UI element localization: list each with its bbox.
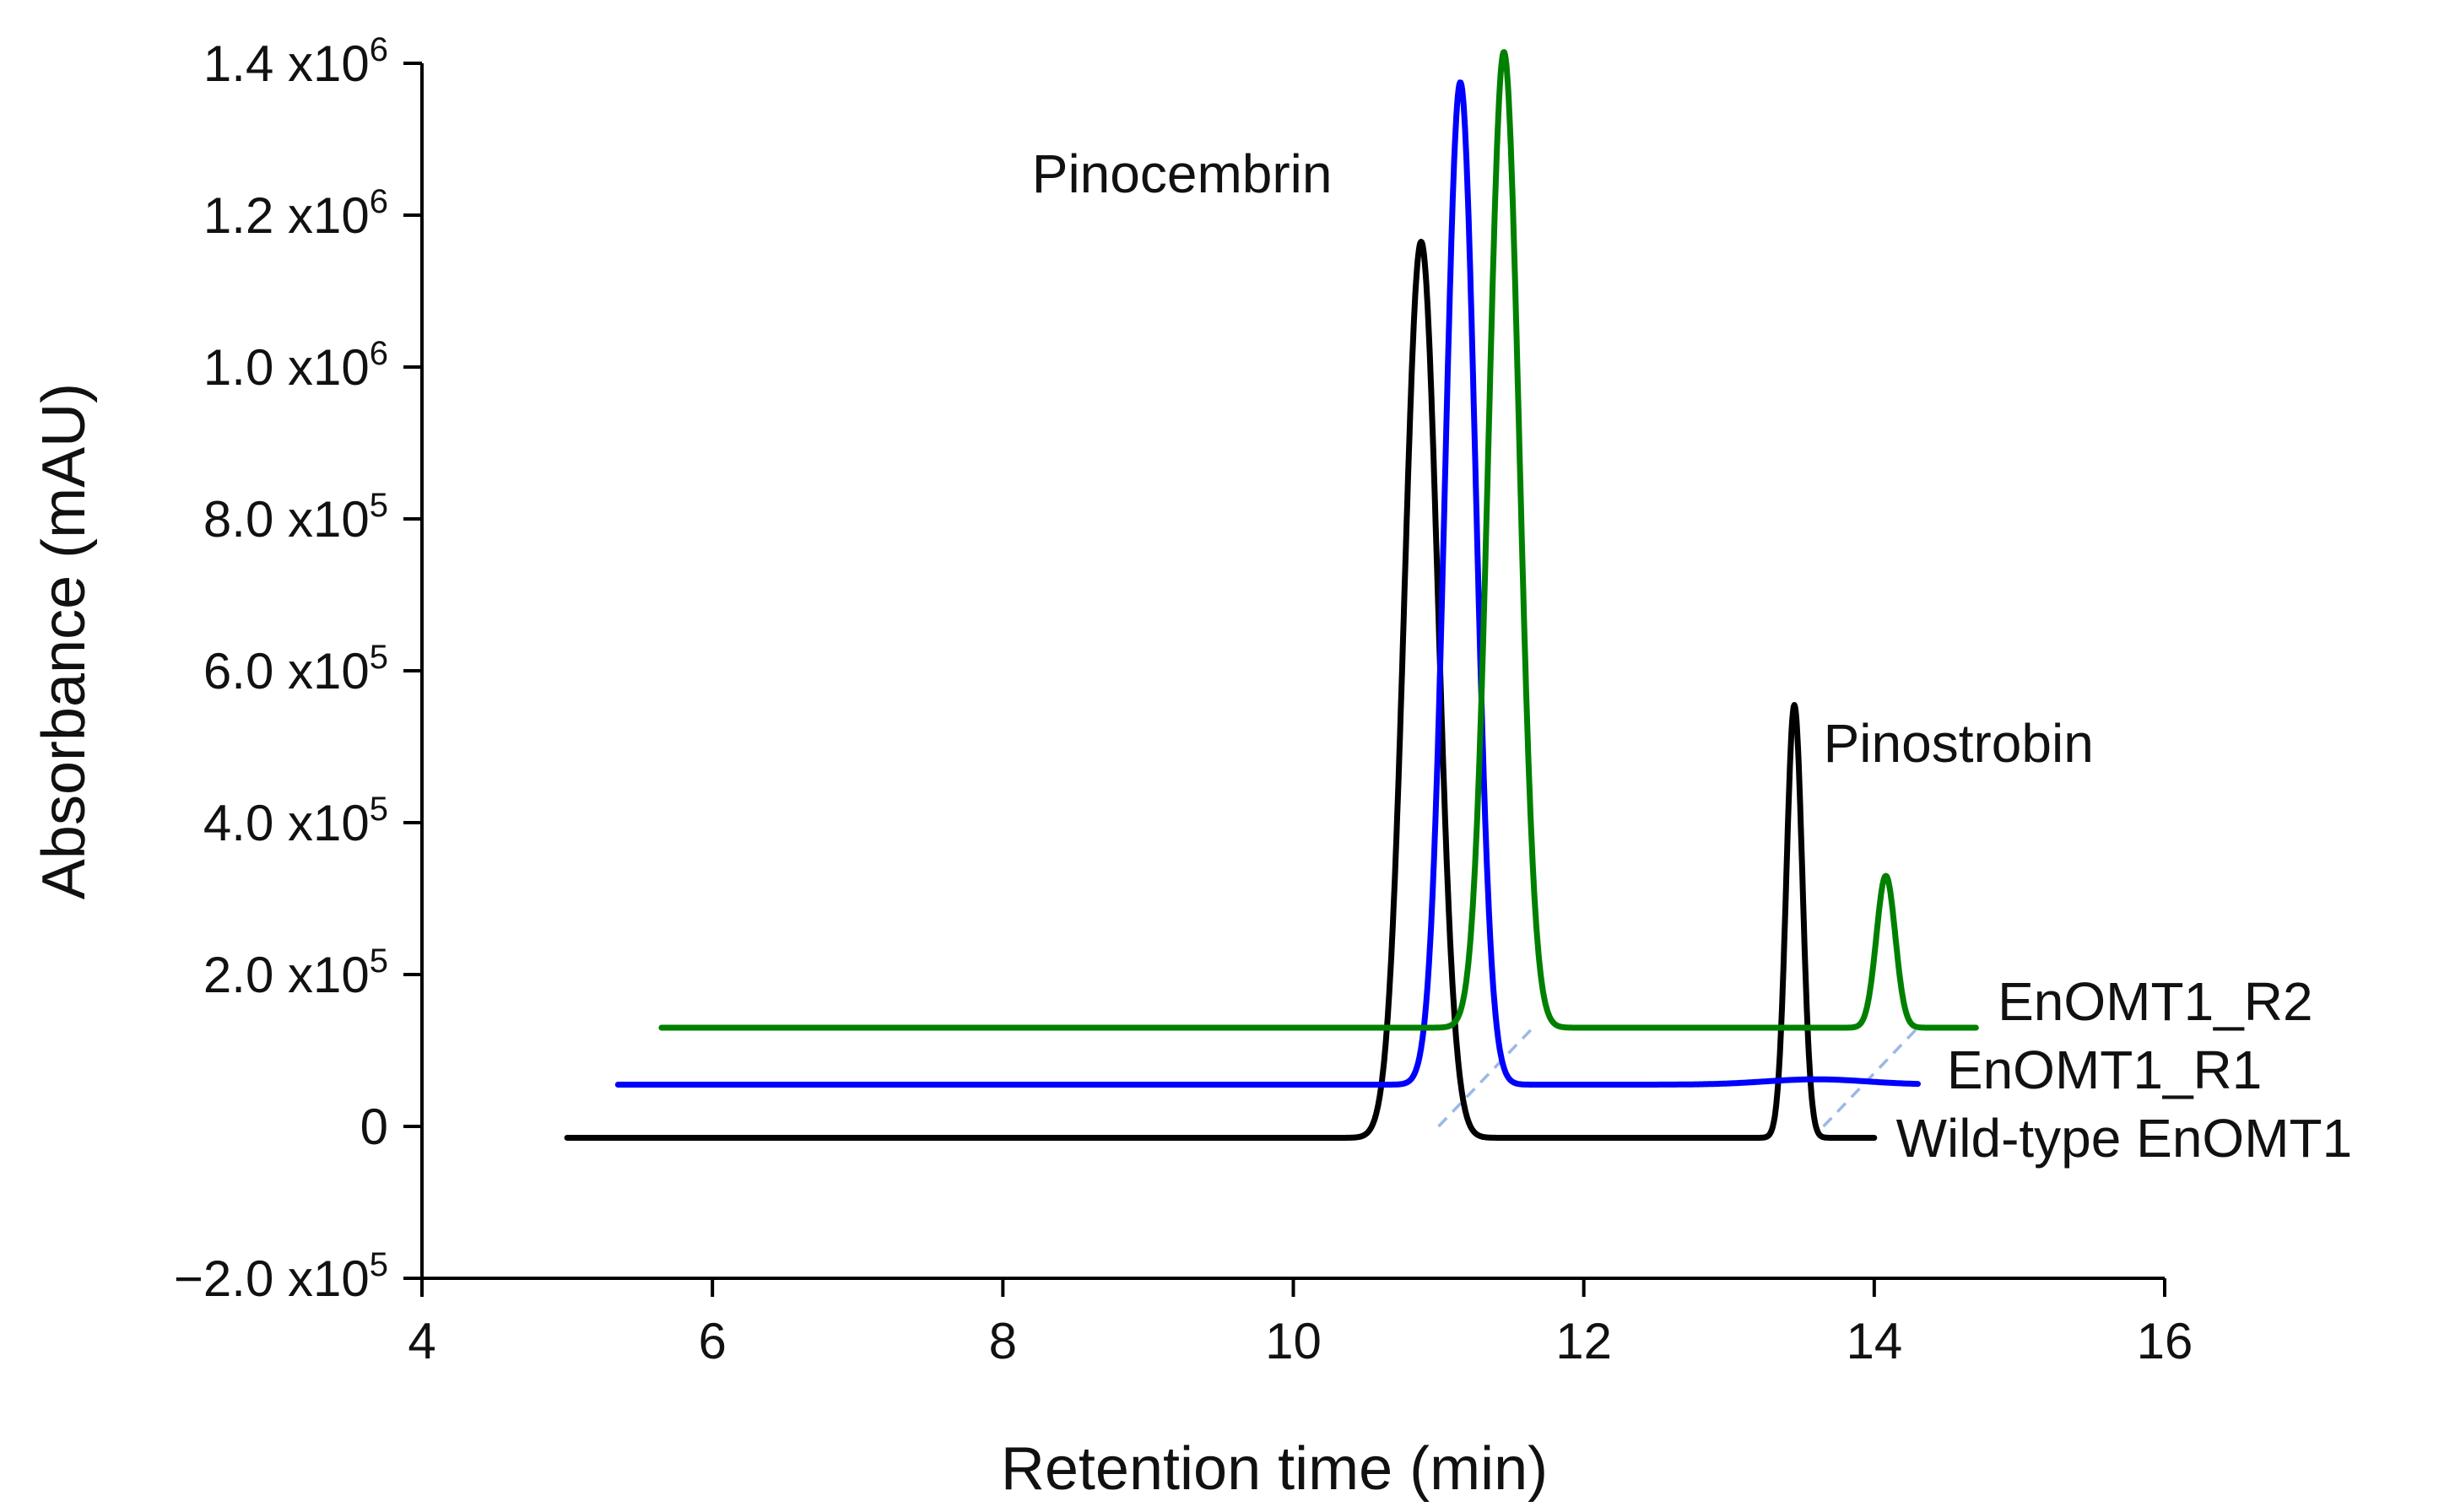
- series-trace: [658, 49, 1979, 1031]
- y-tick-mantissa: 1.2 x10: [203, 187, 370, 244]
- y-tick-exponent: 6: [370, 31, 388, 68]
- y-tick-mantissa: 1.4 x10: [203, 35, 370, 92]
- x-tick-label: 12: [1555, 1313, 1612, 1369]
- y-tick-label: 4.0 x105: [203, 791, 388, 851]
- y-tick-label: 0: [360, 1099, 388, 1155]
- y-tick-exponent: 5: [370, 639, 388, 676]
- y-tick-label: 2.0 x105: [203, 942, 388, 1003]
- series-trace: [614, 79, 1921, 1088]
- y-tick-label: 8.0 x105: [203, 487, 388, 548]
- y-tick-mantissa: 1.0 x10: [203, 339, 370, 396]
- x-tick-label: 10: [1265, 1313, 1322, 1369]
- y-tick-exponent: 6: [370, 183, 388, 220]
- y-tick-exponent: 5: [370, 942, 388, 980]
- y-tick-mantissa: −2.0 x10: [174, 1250, 370, 1307]
- series-label: EnOMT1_R1: [1947, 1040, 2262, 1100]
- y-tick-label: 1.0 x106: [203, 335, 388, 396]
- y-tick-exponent: 5: [370, 1246, 388, 1283]
- x-axis-title: Retention time (min): [1001, 1435, 1548, 1503]
- series-labels: EnOMT1_R2 EnOMT1_R1 Wild-type EnOMT1: [1896, 971, 2353, 1169]
- x-ticks: 4 6 8 10 12 14 16: [408, 1278, 2193, 1369]
- series-label: EnOMT1_R2: [1998, 971, 2312, 1032]
- y-tick-exponent: 5: [370, 791, 388, 828]
- x-tick-label: 14: [1846, 1313, 1902, 1369]
- y-tick-label: 1.2 x106: [203, 183, 388, 244]
- y-tick-mantissa: 0: [360, 1099, 388, 1155]
- guide-lines: [1437, 1026, 1919, 1128]
- peak-annotation: Pinostrobin: [1824, 713, 2094, 774]
- x-tick-label: 4: [408, 1313, 435, 1369]
- series-trace: [564, 239, 1878, 1141]
- peak-annotation: Pinocembrin: [1032, 143, 1333, 204]
- y-tick-mantissa: 2.0 x10: [203, 947, 370, 1003]
- series-traces: [564, 49, 1979, 1141]
- y-tick-mantissa: 8.0 x10: [203, 491, 370, 548]
- y-tick-label: 6.0 x105: [203, 639, 388, 699]
- baseline-offset-guide: [1822, 1026, 1919, 1128]
- y-tick-mantissa: 6.0 x10: [203, 643, 370, 699]
- y-tick-label: 1.4 x106: [203, 31, 388, 92]
- y-tick-exponent: 6: [370, 335, 388, 372]
- baseline-offset-guide: [1437, 1026, 1534, 1128]
- x-tick-label: 6: [698, 1313, 726, 1369]
- axes: [420, 63, 2165, 1280]
- y-tick-exponent: 5: [370, 487, 388, 524]
- y-axis-title: Absorbance (mAU): [30, 383, 98, 899]
- x-tick-label: 8: [989, 1313, 1017, 1369]
- y-tick-label: −2.0 x105: [174, 1246, 388, 1307]
- series-label: Wild-type EnOMT1: [1896, 1108, 2353, 1169]
- x-tick-label: 16: [2137, 1313, 2193, 1369]
- y-tick-mantissa: 4.0 x10: [203, 795, 370, 851]
- peak-annotations: Pinocembrin Pinostrobin: [1032, 143, 2094, 774]
